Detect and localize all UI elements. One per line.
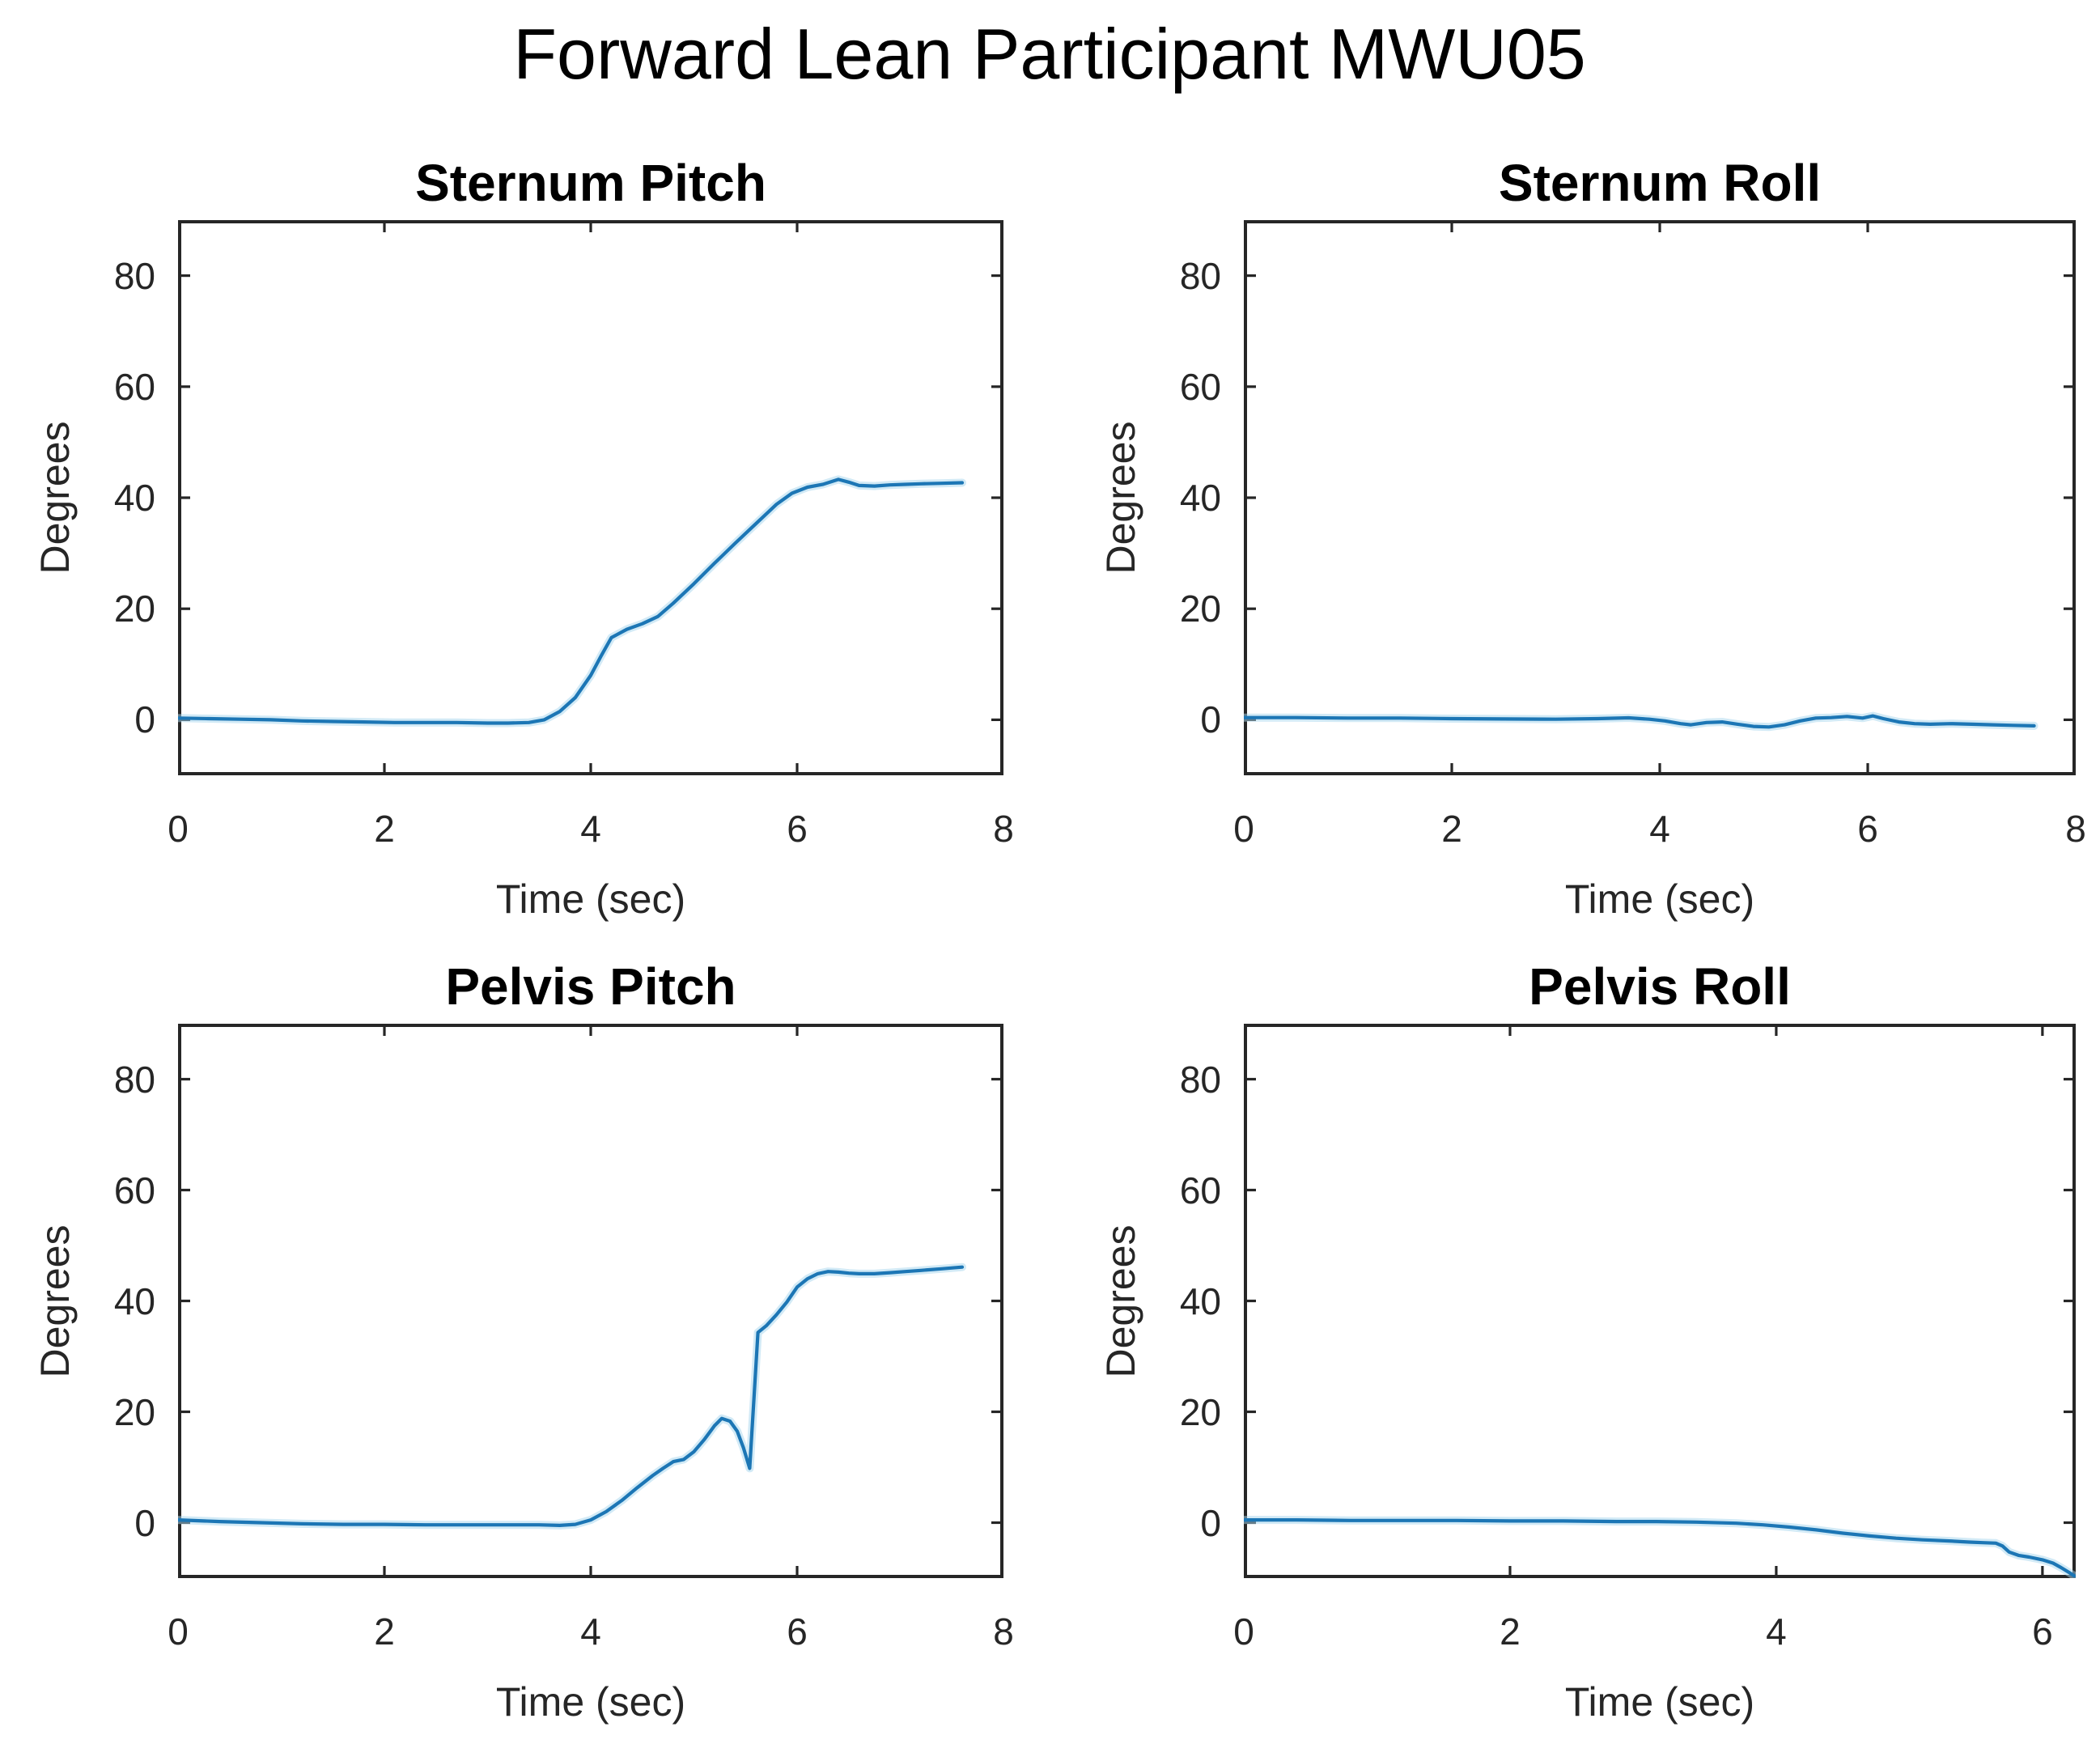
x-tick-label: 0 — [168, 808, 189, 850]
x-tick-label: 2 — [1500, 1610, 1521, 1653]
x-tick-label: 2 — [374, 1610, 395, 1653]
x-axis-label: Time (sec) — [495, 876, 686, 922]
plot-area — [1244, 220, 2076, 775]
y-tick-label: 80 — [1179, 254, 1221, 297]
x-tick-label: 8 — [993, 808, 1014, 850]
x-axis-label: Time (sec) — [1564, 1679, 1755, 1725]
y-tick-label: 20 — [113, 1390, 155, 1433]
subplot-title: Pelvis Pitch — [445, 957, 736, 1016]
x-tick-label: 8 — [2065, 808, 2086, 850]
x-tick-label: 4 — [1649, 808, 1670, 850]
y-tick-label: 60 — [1179, 1169, 1221, 1211]
data-line — [1244, 1517, 2076, 1578]
data-line — [178, 477, 965, 725]
axes-box — [178, 220, 1003, 775]
x-tick-label: 2 — [1441, 808, 1462, 850]
x-axis-label: Time (sec) — [495, 1679, 686, 1725]
subplot-title: Sternum Pitch — [415, 154, 766, 212]
axes-box — [1244, 220, 2076, 775]
x-tick-label: 6 — [2032, 1610, 2053, 1653]
subplot-title: Pelvis Roll — [1529, 957, 1791, 1016]
x-tick-label: 0 — [1233, 808, 1254, 850]
x-tick-label: 0 — [1233, 1610, 1254, 1653]
y-tick-label: 0 — [1200, 1501, 1221, 1544]
y-tick-label: 60 — [113, 365, 155, 408]
y-tick-label: 60 — [1179, 365, 1221, 408]
subplot-title: Sternum Roll — [1498, 154, 1822, 212]
x-tick-label: 4 — [580, 1610, 601, 1653]
x-tick-label: 8 — [993, 1610, 1014, 1653]
plot-area — [178, 1024, 1003, 1578]
axes-box — [1244, 1024, 2076, 1578]
y-tick-label: 60 — [113, 1169, 155, 1211]
plot-area — [1244, 1024, 2076, 1578]
x-tick-label: 4 — [1766, 1610, 1787, 1653]
y-tick-label: 80 — [113, 1058, 155, 1101]
axes-box — [178, 1024, 1003, 1578]
y-tick-label: 0 — [134, 1501, 155, 1544]
y-tick-label: 20 — [113, 588, 155, 630]
y-tick-label: 40 — [1179, 1279, 1221, 1322]
x-tick-label: 0 — [168, 1610, 189, 1653]
y-tick-label: 80 — [113, 254, 155, 297]
y-tick-label: 80 — [1179, 1058, 1221, 1101]
x-tick-label: 6 — [787, 1610, 808, 1653]
y-tick-label: 40 — [1179, 477, 1221, 519]
y-tick-label: 0 — [1200, 698, 1221, 741]
x-tick-label: 4 — [580, 808, 601, 850]
data-line — [1244, 714, 2036, 729]
y-tick-label: 20 — [1179, 1390, 1221, 1433]
x-tick-label: 2 — [374, 808, 395, 850]
x-tick-label: 6 — [1857, 808, 1878, 850]
y-tick-label: 20 — [1179, 588, 1221, 630]
data-line-halo — [1244, 1516, 2076, 1578]
figure-title: Forward Lean Participant MWU05 — [513, 14, 1586, 94]
plot-area — [178, 220, 1003, 775]
y-tick-label: 40 — [113, 1279, 155, 1322]
x-axis-label: Time (sec) — [1564, 876, 1755, 922]
x-tick-label: 6 — [787, 808, 808, 850]
y-tick-label: 40 — [113, 477, 155, 519]
y-tick-label: 0 — [134, 698, 155, 741]
data-line — [178, 1265, 965, 1528]
